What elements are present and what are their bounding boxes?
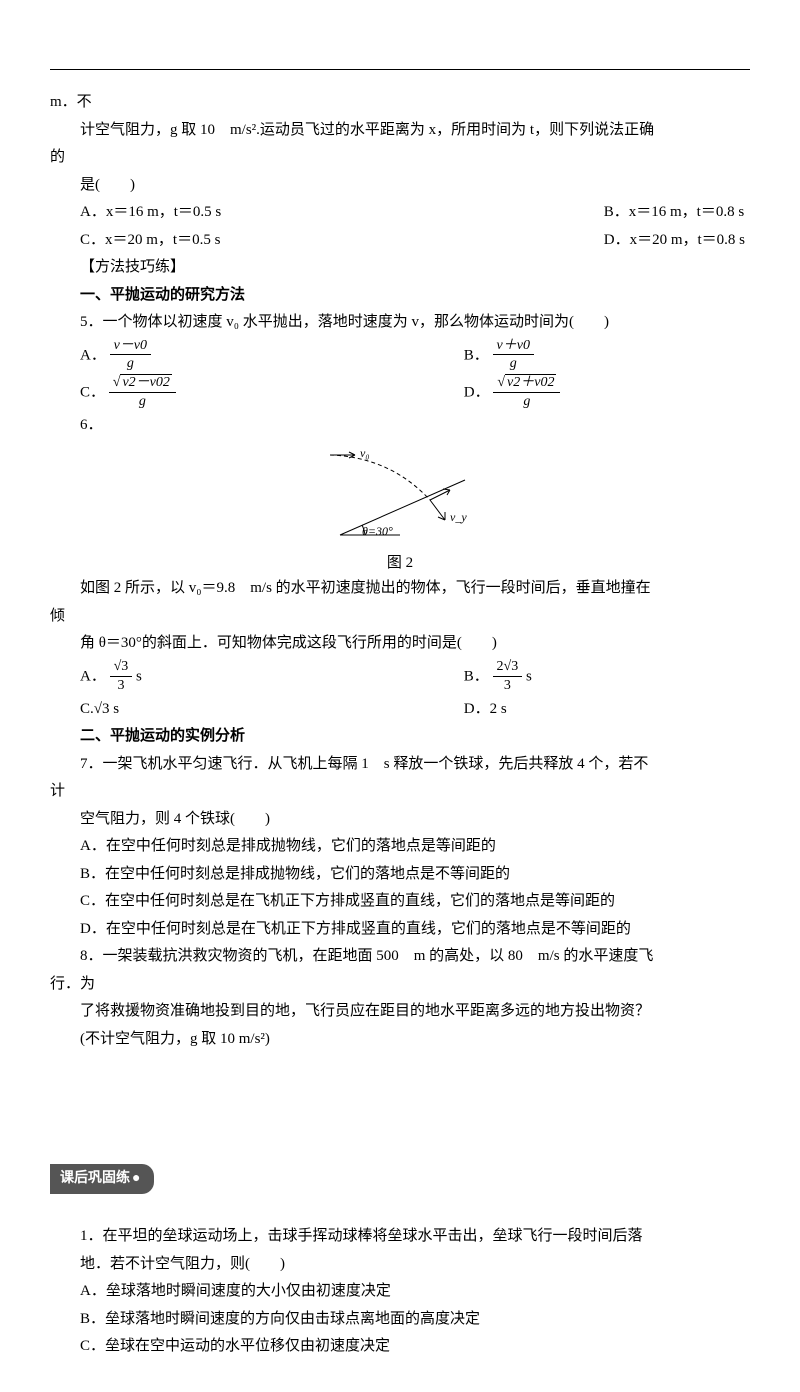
- denominator: 3: [110, 677, 133, 695]
- choice-row: A．x＝16 m，t＝0.5 s B．x＝16 m，t＝0.8 s: [50, 200, 750, 226]
- denominator: g: [109, 393, 176, 411]
- q7-line-2: 空气阻力，则 4 个铁球( ): [50, 807, 750, 833]
- part2-q1-choice-b: B．垒球落地时瞬间速度的方向仅由击球点离地面的高度决定: [50, 1307, 750, 1333]
- q7-hang: 计: [50, 779, 750, 805]
- choice-b: B． v＋v0 g: [464, 338, 534, 374]
- choice-b: B． 2√3 3 s: [464, 659, 532, 695]
- section-1-title: 一、平抛运动的研究方法: [50, 283, 750, 309]
- figure-2-caption: 图 2: [50, 551, 750, 577]
- gap: [50, 1204, 750, 1224]
- denominator: 3: [493, 677, 523, 695]
- q6-row-2: C.√3 s D．2 s: [50, 697, 750, 723]
- tag-text: 课后巩固练: [60, 1171, 130, 1186]
- fraction: √v2－v02 g: [109, 375, 176, 411]
- part2-q1-choice-a: A．垒球落地时瞬间速度的大小仅由初速度决定: [50, 1279, 750, 1305]
- text-line: 计空气阻力，g 取 10 m/s².运动员飞过的水平距离为 x，所用时间为 t，…: [50, 118, 750, 144]
- q5-row-1: A． v－v0 g B． v＋v0 g: [50, 338, 750, 374]
- question-6-num: 6．: [50, 413, 750, 439]
- part2-q1-line-1: 1．在平坦的垒球运动场上，击球手挥动球棒将垒球水平击出，垒球飞行一段时间后落: [50, 1224, 750, 1250]
- fig-label-theta: θ=30°: [362, 521, 393, 541]
- q8-line-3: (不计空气阻力，g 取 10 m/s²): [50, 1027, 750, 1053]
- q8-line-1: 8．一架装载抗洪救灾物资的飞机，在距地面 500 m 的高处，以 80 m/s …: [50, 944, 750, 970]
- fraction: 2√3 3: [493, 659, 523, 695]
- question-4-continued: m．不 计空气阻力，g 取 10 m/s².运动员飞过的水平距离为 x，所用时间…: [50, 90, 750, 253]
- label: B．: [464, 668, 489, 684]
- tag-dot: ●: [132, 1171, 140, 1186]
- fraction: √3 3: [110, 659, 133, 695]
- numerator: v＋v0: [493, 338, 534, 356]
- choice-c: C． √v2－v02 g: [80, 375, 320, 411]
- section-2-title: 二、平抛运动的实例分析: [50, 724, 750, 750]
- q6-row-1: A． √3 3 s B． 2√3 3 s: [50, 659, 750, 695]
- page-header: [50, 30, 750, 70]
- q8-line-2: 了将救援物资准确地投到目的地，飞行员应在距目的地水平距离多远的地方投出物资？: [50, 999, 750, 1025]
- denominator: g: [493, 355, 534, 373]
- q7-line-1: 7．一架飞机水平匀速飞行．从飞机上每隔 1 s 释放一个铁球，先后共释放 4 个…: [50, 752, 750, 778]
- fraction: v＋v0 g: [493, 338, 534, 374]
- label: A．: [80, 668, 106, 684]
- q5-row-2: C． √v2－v02 g D． √v2＋v02 g: [50, 375, 750, 411]
- fraction: √v2＋v02 g: [493, 375, 560, 411]
- choice-d: D．x＝20 m，t＝0.8 s: [604, 228, 745, 254]
- label: D．: [464, 385, 490, 401]
- numerator: 2√3: [493, 659, 523, 677]
- q6-line-2: 角 θ＝30°的斜面上．可知物体完成这段飞行所用的时间是( ): [50, 631, 750, 657]
- label: A．: [80, 347, 106, 363]
- figure-2-svg: [310, 445, 490, 545]
- q7-choice-c: C．在空中任何时刻总是在飞机正下方排成竖直的直线，它们的落地点是等间距的: [50, 889, 750, 915]
- radicand: v2－v02: [120, 374, 171, 390]
- part2-q1-choice-c: C．垒球在空中运动的水平位移仅由初速度决定: [50, 1334, 750, 1360]
- text-line: 的: [50, 145, 750, 171]
- figure-2: v₀ v_y θ=30°: [310, 445, 490, 545]
- numerator: √v2－v02: [109, 375, 176, 393]
- choice-d: D． √v2＋v02 g: [464, 375, 561, 411]
- choice-row: C．x＝20 m，t＝0.5 s D．x＝20 m，t＝0.8 s: [50, 228, 750, 254]
- radicand: v2＋v02: [505, 374, 556, 390]
- question-5-stem: 5．一个物体以初速度 v₀ 水平抛出，落地时速度为 v，那么物体运动时间为( ): [50, 310, 750, 336]
- choice-b: B．x＝16 m，t＝0.8 s: [604, 200, 744, 226]
- text-line: 是( ): [50, 173, 750, 199]
- unit: s: [522, 668, 532, 684]
- choice-a: A．x＝16 m，t＝0.5 s: [80, 200, 320, 226]
- numerator: √v2＋v02: [493, 375, 560, 393]
- q7-choice-d: D．在空中任何时刻总是在飞机正下方排成竖直的直线，它们的落地点是不等间距的: [50, 917, 750, 943]
- denominator: g: [110, 355, 151, 373]
- q6-hang: 倾: [50, 604, 750, 630]
- numerator: √3: [110, 659, 133, 677]
- fraction: v－v0 g: [110, 338, 151, 374]
- numerator: v－v0: [110, 338, 151, 356]
- choice-a: A． √3 3 s: [80, 659, 320, 695]
- choice-c: C．x＝20 m，t＝0.5 s: [80, 228, 320, 254]
- text-line: m．不: [50, 90, 750, 116]
- fig-label-vy: v_y: [450, 507, 467, 527]
- q7-choice-b: B．在空中任何时刻总是排成抛物线，它们的落地点是不等间距的: [50, 862, 750, 888]
- blank-space: [50, 1054, 750, 1134]
- q6-line-1: 如图 2 所示，以 v₀＝9.8 m/s 的水平初速度抛出的物体，飞行一段时间后…: [50, 576, 750, 602]
- label: C．: [80, 385, 105, 401]
- choice-c: C.√3 s: [80, 697, 320, 723]
- label: B．: [464, 347, 489, 363]
- choice-d: D．2 s: [464, 697, 507, 723]
- method-tag: 【方法技巧练】: [50, 255, 750, 281]
- unit: s: [132, 668, 142, 684]
- section-consolidation-tag: 课后巩固练●: [50, 1164, 154, 1194]
- q7-choice-a: A．在空中任何时刻总是排成抛物线，它们的落地点是等间距的: [50, 834, 750, 860]
- q8-hang: 行．为: [50, 972, 750, 998]
- part2-q1-line-2: 地．若不计空气阻力，则( ): [50, 1252, 750, 1278]
- fig-label-v0: v₀: [360, 443, 370, 463]
- choice-a: A． v－v0 g: [80, 338, 320, 374]
- denominator: g: [493, 393, 560, 411]
